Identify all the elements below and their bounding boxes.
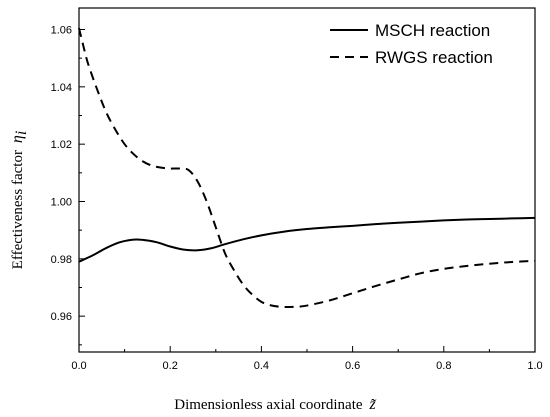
y-tick-label: 0.96 (51, 311, 72, 323)
y-axis-title-text: Effectiveness factor (10, 150, 26, 269)
y-tick-label: 1.02 (51, 139, 72, 151)
x-tick-label: 1.0 (527, 360, 542, 372)
x-axis-title: Dimensionless axial coordinate z̃ (174, 396, 377, 413)
x-tick-label: 0.6 (345, 360, 360, 372)
legend-label: MSCH reaction (375, 21, 490, 40)
x-tick-label: 0.4 (254, 360, 269, 372)
y-tick-label: 1.04 (51, 82, 72, 94)
y-tick-label: 0.98 (51, 254, 72, 266)
x-tick-label: 0.8 (436, 360, 451, 372)
y-axis-symbol-subscript: i (13, 131, 30, 135)
series-layer (78, 27, 536, 308)
ticks-layer: 0.0 0.2 0.4 0.6 0.8 1.0 0.96 0.98 1.00 1.02 1.04 1.… (51, 25, 543, 373)
y-tick-label: 1.00 (51, 197, 72, 209)
legend: MSCH reaction RWGS reaction (330, 21, 493, 67)
y-axis-title: Effectiveness factor ηi (9, 131, 30, 270)
series-line-msch (78, 216, 536, 263)
x-axis-symbol: z̃ (369, 396, 377, 413)
legend-label: RWGS reaction (375, 48, 493, 67)
x-axis-title-text: Dimensionless axial coordinate (174, 397, 363, 413)
y-axis-symbol: η (9, 135, 26, 143)
y-tick-label: 1.06 (51, 25, 72, 37)
series-line-rwgs (78, 27, 536, 308)
x-tick-label: 0.2 (163, 360, 178, 372)
x-tick-label: 0.0 (71, 360, 86, 372)
